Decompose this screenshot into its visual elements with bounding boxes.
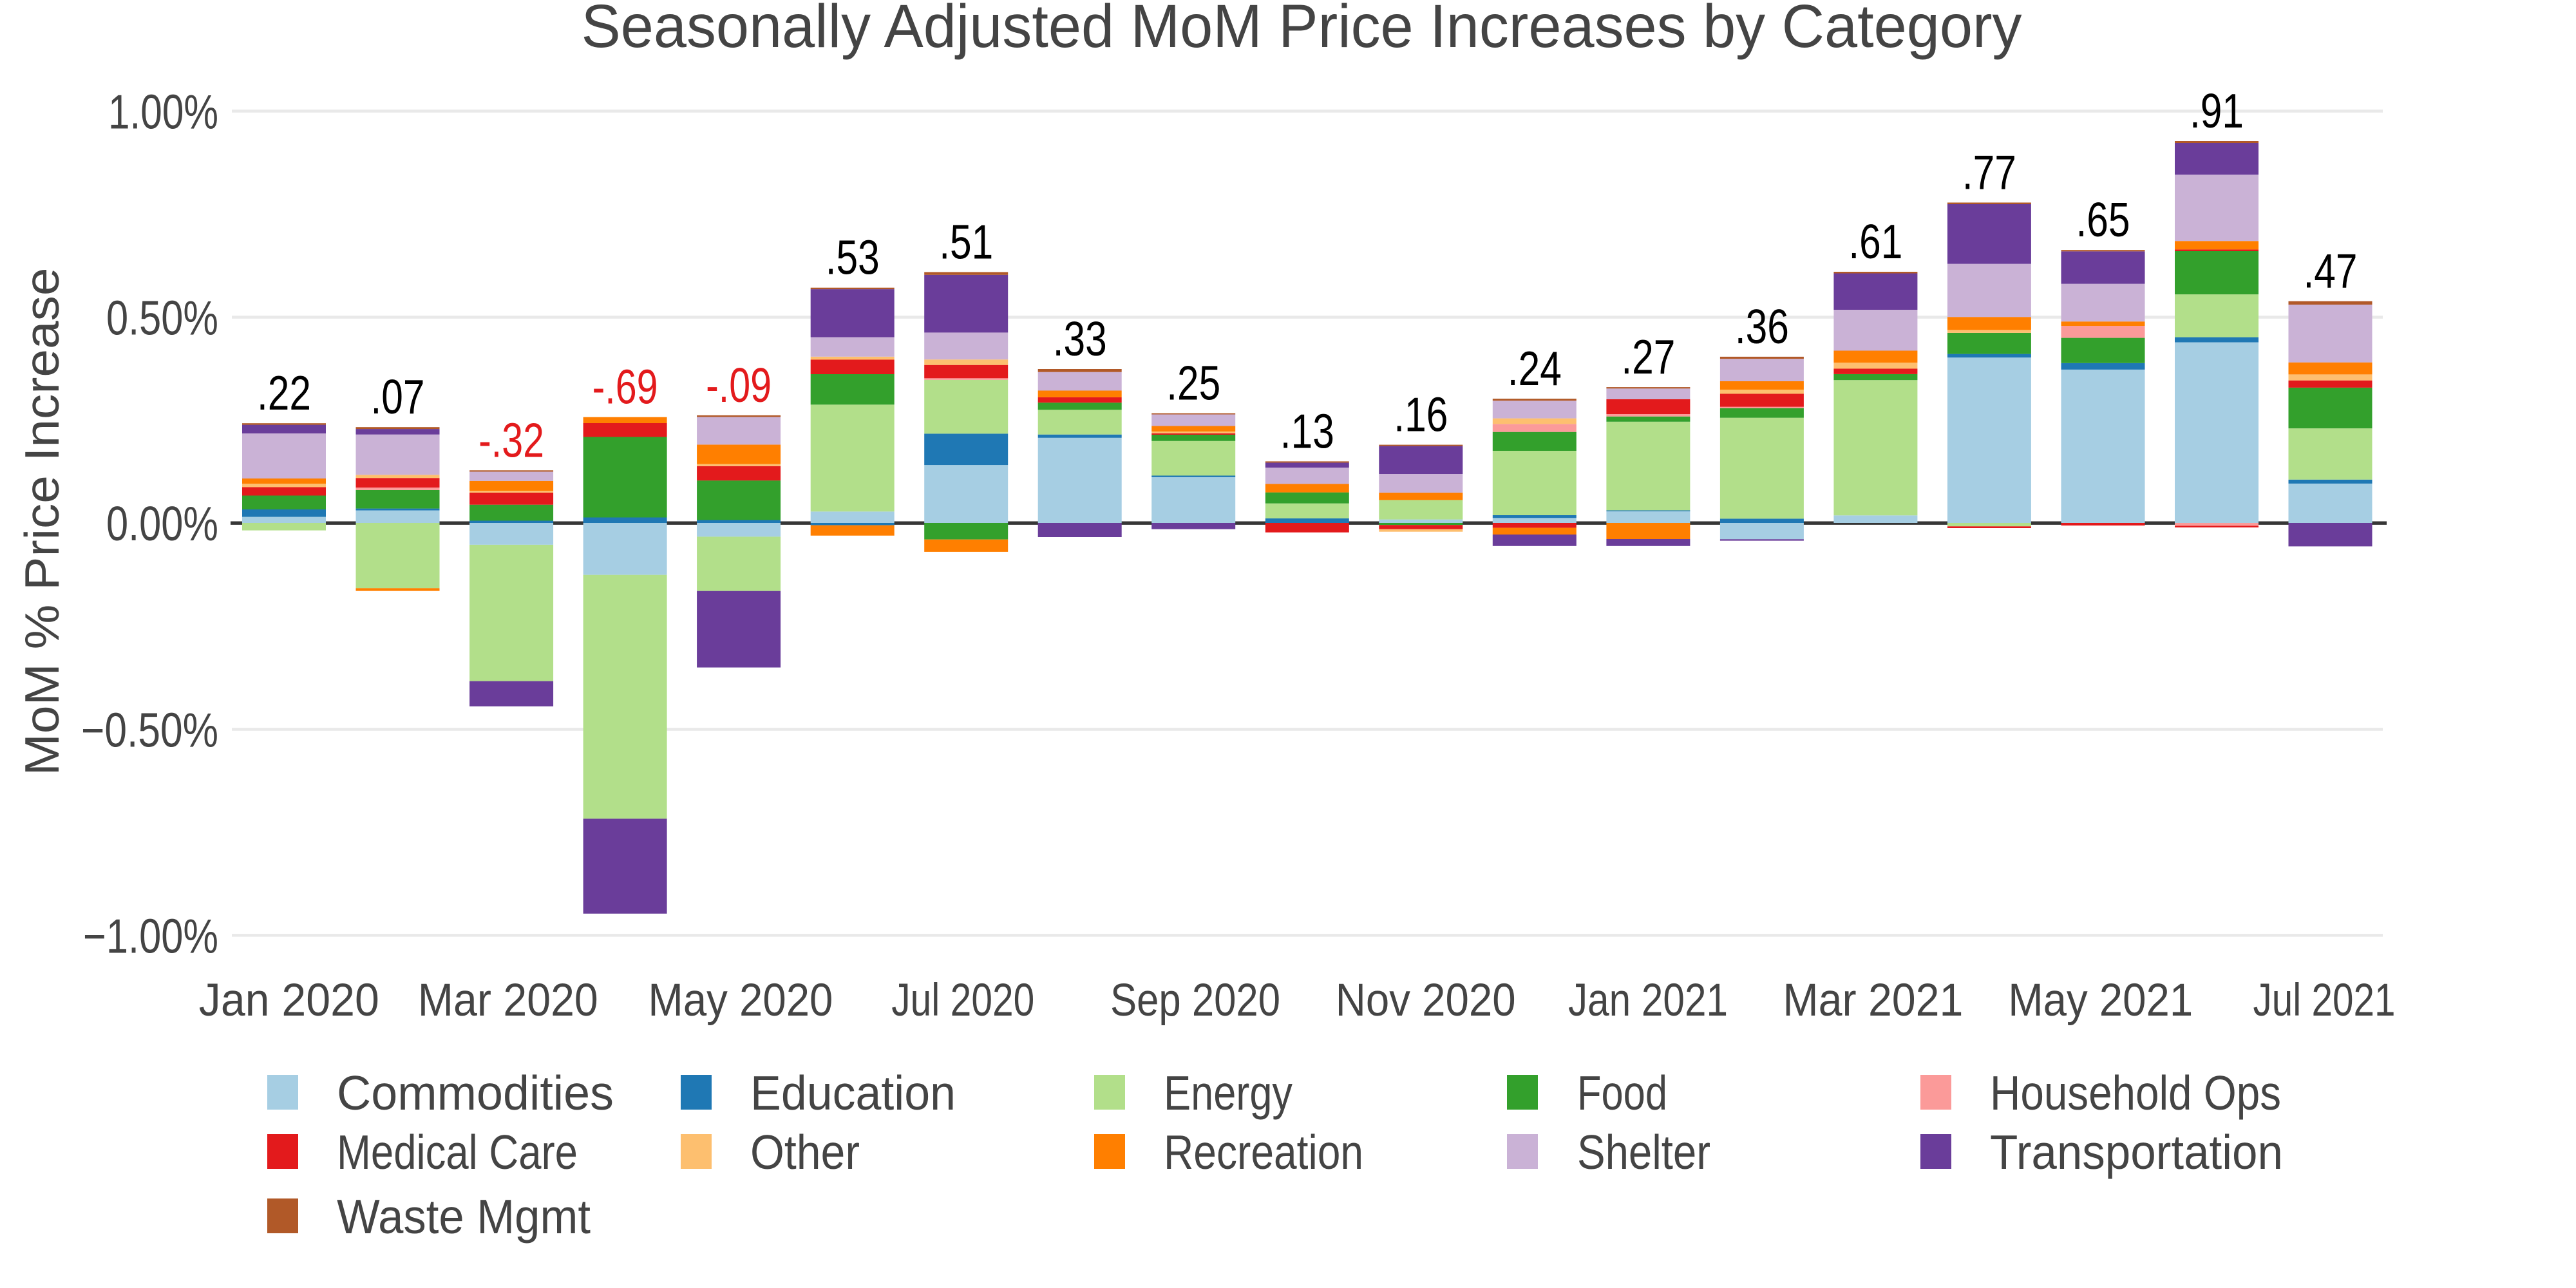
svg-text:.65: .65 xyxy=(2076,193,2130,247)
svg-text:.22: .22 xyxy=(257,366,311,420)
svg-text:.91: .91 xyxy=(2190,84,2244,138)
svg-text:Food: Food xyxy=(1577,1066,1667,1120)
svg-text:−1.00%: −1.00% xyxy=(83,909,218,963)
svg-text:.51: .51 xyxy=(939,215,993,269)
svg-text:.07: .07 xyxy=(371,370,425,424)
svg-text:.47: .47 xyxy=(2304,244,2358,298)
svg-text:0.00%: 0.00% xyxy=(106,497,218,551)
svg-text:.36: .36 xyxy=(1735,299,1789,354)
svg-text:.77: .77 xyxy=(1962,146,2016,200)
svg-text:0.50%: 0.50% xyxy=(106,291,218,345)
svg-text:-.69: -.69 xyxy=(592,360,658,414)
svg-text:-.09: -.09 xyxy=(706,358,772,412)
svg-text:−0.50%: −0.50% xyxy=(81,703,218,757)
svg-text:Sep 2020: Sep 2020 xyxy=(1110,975,1280,1026)
svg-text:Jan 2020: Jan 2020 xyxy=(199,975,379,1026)
svg-text:Transportation: Transportation xyxy=(1990,1125,2283,1179)
svg-text:Commodities: Commodities xyxy=(337,1066,614,1120)
svg-text:Education: Education xyxy=(750,1066,956,1120)
svg-text:MoM % Price Increase: MoM % Price Increase xyxy=(15,267,69,775)
svg-text:.61: .61 xyxy=(1848,214,1902,269)
svg-text:Energy: Energy xyxy=(1164,1066,1293,1120)
svg-text:Jan 2021: Jan 2021 xyxy=(1568,975,1728,1026)
svg-text:Medical Care: Medical Care xyxy=(337,1125,578,1179)
svg-text:Seasonally Adjusted MoM Price: Seasonally Adjusted MoM Price Increases … xyxy=(582,0,2022,61)
svg-text:Jul 2020: Jul 2020 xyxy=(891,975,1034,1026)
svg-text:Other: Other xyxy=(750,1125,860,1179)
svg-text:Waste Mgmt: Waste Mgmt xyxy=(337,1189,591,1244)
svg-text:.16: .16 xyxy=(1394,388,1448,442)
svg-text:Mar 2020: Mar 2020 xyxy=(418,975,598,1026)
svg-text:Nov 2020: Nov 2020 xyxy=(1336,975,1516,1026)
svg-text:.13: .13 xyxy=(1280,404,1334,458)
svg-text:.33: .33 xyxy=(1053,312,1107,366)
svg-text:.27: .27 xyxy=(1621,330,1675,384)
svg-text:Recreation: Recreation xyxy=(1164,1125,1363,1179)
svg-text:.24: .24 xyxy=(1508,341,1562,395)
svg-text:.53: .53 xyxy=(826,231,880,285)
svg-text:Household Ops: Household Ops xyxy=(1990,1066,2281,1120)
svg-text:Shelter: Shelter xyxy=(1577,1125,1710,1179)
svg-text:-.32: -.32 xyxy=(478,413,544,467)
svg-text:May 2021: May 2021 xyxy=(2008,975,2193,1026)
svg-text:Jul 2021: Jul 2021 xyxy=(2253,975,2396,1026)
svg-text:Mar 2021: Mar 2021 xyxy=(1783,975,1963,1026)
svg-text:.25: .25 xyxy=(1166,356,1220,410)
svg-text:May 2020: May 2020 xyxy=(648,975,833,1026)
svg-text:1.00%: 1.00% xyxy=(108,85,218,139)
